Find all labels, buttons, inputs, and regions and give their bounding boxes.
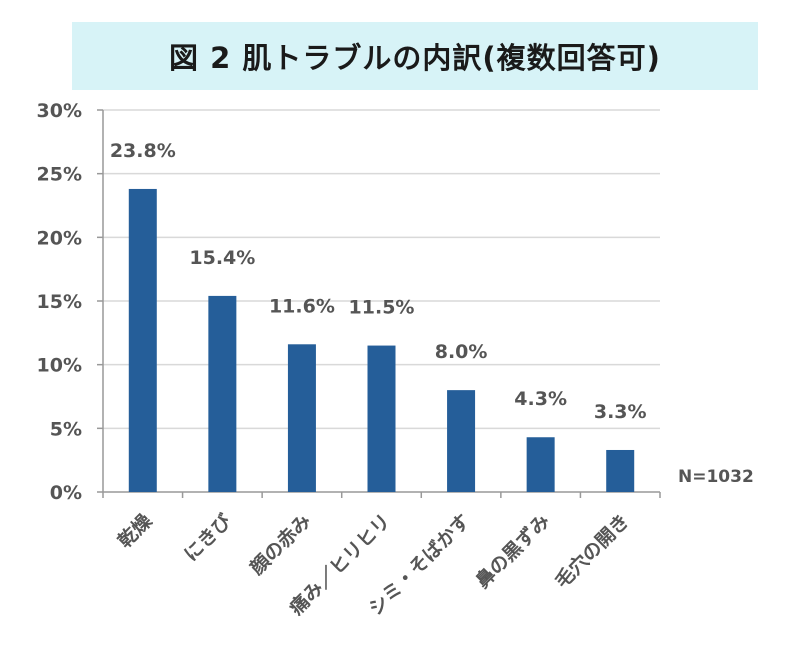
data-label: 15.4% <box>189 247 255 269</box>
bars <box>128 188 635 493</box>
chart-title-box: 図 2 肌トラブルの内訳(複数回答可) <box>72 22 758 90</box>
data-label: 11.6% <box>269 295 335 317</box>
y-tick-label: 10% <box>37 355 82 377</box>
data-label: 23.8% <box>110 140 176 162</box>
category-label: にきび <box>180 510 236 566</box>
category-label: 顔の赤み <box>245 509 316 580</box>
sample-size-note: N=1032 <box>678 467 754 487</box>
y-tick-labels: 0% 5% 10% 15% 20% 25% 30% <box>37 100 82 504</box>
data-label: 11.5% <box>349 297 415 319</box>
bar <box>526 437 555 492</box>
data-labels: 23.8% 15.4% 11.6% 11.5% 8.0% 4.3% 3.3% <box>110 140 647 423</box>
bar <box>606 449 635 492</box>
y-tick-label: 0% <box>50 482 82 504</box>
y-tick-label: 20% <box>37 227 82 249</box>
data-label: 8.0% <box>435 341 488 363</box>
y-tick-label: 30% <box>37 100 82 122</box>
bar <box>367 345 396 492</box>
bar <box>287 344 316 492</box>
data-label: 4.3% <box>514 388 567 410</box>
category-label: 鼻の黒ずみ <box>471 509 554 592</box>
bar <box>208 295 237 492</box>
category-label: 毛穴の開き <box>550 509 633 592</box>
y-tick-label: 15% <box>37 291 82 313</box>
bar <box>447 390 476 492</box>
y-tick-label: 25% <box>37 164 82 186</box>
data-label: 3.3% <box>594 401 647 423</box>
category-label: 乾燥 <box>113 509 157 553</box>
bar <box>128 188 157 493</box>
y-tick-label: 5% <box>50 418 82 440</box>
chart-title: 図 2 肌トラブルの内訳(複数回答可) <box>169 41 661 75</box>
